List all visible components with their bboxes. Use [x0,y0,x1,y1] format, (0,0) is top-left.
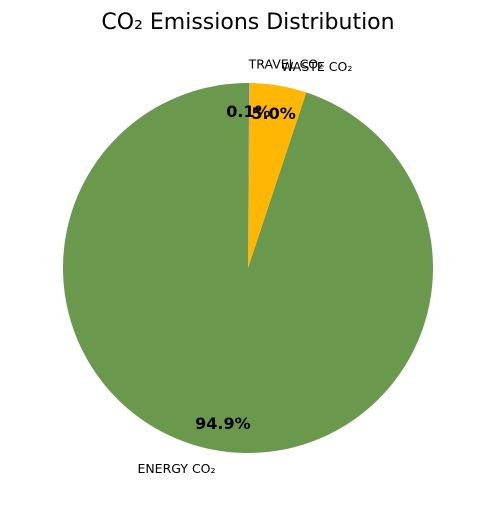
slice-label-energy: ENERGY CO₂ [137,461,215,476]
slice-label-travel: TRAVEL CO₂ [248,57,324,72]
slice-pct-energy: 94.9% [195,414,251,433]
pie-slice-waste [248,83,307,268]
pie-slices [63,83,433,453]
slice-pct-waste: 5.0% [251,104,295,123]
slice-pct-travel: 0.1% [226,102,270,121]
pie-slice-travel [248,83,250,268]
pie-labels: ENERGY CO₂ 94.9% WASTE CO₂ 5.0% TRAVEL CO₂ 0.… [137,57,352,476]
chart-title: CO₂ Emissions Distribution [101,10,394,35]
slice-label-waste: WASTE CO₂ [281,59,352,74]
